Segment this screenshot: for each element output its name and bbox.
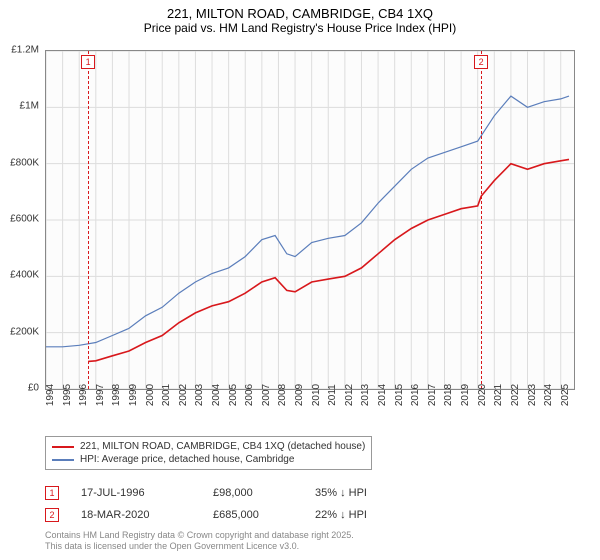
x-tick-label: 2014	[377, 384, 388, 406]
sale-marker: 1	[81, 55, 95, 69]
x-tick-label: 2004	[211, 384, 222, 406]
x-tick-label: 2012	[344, 384, 355, 406]
sale-price: £685,000	[213, 509, 293, 521]
x-tick-label: 2008	[277, 384, 288, 406]
x-tick-label: 2007	[261, 384, 272, 406]
plot-area: 12	[45, 50, 575, 390]
footer-attribution: Contains HM Land Registry data © Crown c…	[45, 530, 354, 552]
sale-vline	[481, 51, 482, 389]
chart-subtitle: Price paid vs. HM Land Registry's House …	[0, 21, 600, 35]
legend-box: 221, MILTON ROAD, CAMBRIDGE, CB4 1XQ (de…	[45, 436, 372, 470]
y-axis-labels: £0£200K£400K£600K£800K£1M£1.2M	[0, 50, 42, 390]
legend-swatch	[52, 446, 74, 448]
x-tick-label: 1994	[45, 384, 56, 406]
x-tick-label: 2022	[510, 384, 521, 406]
x-axis-labels: 1994199519961997199819992000200120022003…	[45, 392, 575, 442]
legend-label: 221, MILTON ROAD, CAMBRIDGE, CB4 1XQ (de…	[80, 441, 365, 452]
x-tick-label: 1996	[78, 384, 89, 406]
footer-line: Contains HM Land Registry data © Crown c…	[45, 530, 354, 541]
sale-marker-icon: 2	[45, 508, 59, 522]
x-tick-label: 1999	[128, 384, 139, 406]
y-tick-label: £400K	[10, 270, 39, 281]
x-tick-label: 2021	[493, 384, 504, 406]
y-tick-label: £200K	[10, 326, 39, 337]
x-tick-label: 2006	[244, 384, 255, 406]
title-block: 221, MILTON ROAD, CAMBRIDGE, CB4 1XQ Pri…	[0, 0, 600, 35]
x-tick-label: 2023	[527, 384, 538, 406]
footer-line: This data is licensed under the Open Gov…	[45, 541, 354, 552]
x-tick-label: 2013	[360, 384, 371, 406]
sale-date: 18-MAR-2020	[81, 509, 191, 521]
sales-table: 1 17-JUL-1996 £98,000 35% ↓ HPI 2 18-MAR…	[45, 482, 395, 526]
x-tick-label: 2015	[394, 384, 405, 406]
y-tick-label: £800K	[10, 157, 39, 168]
y-tick-label: £1.2M	[11, 45, 39, 56]
y-tick-label: £600K	[10, 214, 39, 225]
x-tick-label: 2009	[294, 384, 305, 406]
sale-diff: 35% ↓ HPI	[315, 487, 395, 499]
x-tick-label: 1995	[62, 384, 73, 406]
x-tick-label: 2001	[161, 384, 172, 406]
legend-item: HPI: Average price, detached house, Camb…	[52, 453, 365, 466]
sale-vline	[88, 51, 89, 389]
x-tick-label: 2018	[443, 384, 454, 406]
x-tick-label: 2020	[477, 384, 488, 406]
sale-diff: 22% ↓ HPI	[315, 509, 395, 521]
x-tick-label: 2000	[145, 384, 156, 406]
sale-date: 17-JUL-1996	[81, 487, 191, 499]
x-tick-label: 2010	[311, 384, 322, 406]
legend-item: 221, MILTON ROAD, CAMBRIDGE, CB4 1XQ (de…	[52, 440, 365, 453]
sale-row: 1 17-JUL-1996 £98,000 35% ↓ HPI	[45, 482, 395, 504]
sale-price: £98,000	[213, 487, 293, 499]
x-tick-label: 2011	[327, 384, 338, 406]
x-tick-label: 2019	[460, 384, 471, 406]
x-tick-label: 1997	[95, 384, 106, 406]
y-tick-label: £1M	[20, 101, 39, 112]
x-tick-label: 2016	[410, 384, 421, 406]
sale-marker-icon: 1	[45, 486, 59, 500]
x-tick-label: 1998	[111, 384, 122, 406]
chart-svg	[46, 51, 574, 389]
chart-container: 221, MILTON ROAD, CAMBRIDGE, CB4 1XQ Pri…	[0, 0, 600, 560]
sale-marker: 2	[474, 55, 488, 69]
x-tick-label: 2017	[427, 384, 438, 406]
sale-row: 2 18-MAR-2020 £685,000 22% ↓ HPI	[45, 504, 395, 526]
x-tick-label: 2005	[228, 384, 239, 406]
y-tick-label: £0	[28, 383, 39, 394]
legend-swatch	[52, 459, 74, 461]
chart-title: 221, MILTON ROAD, CAMBRIDGE, CB4 1XQ	[0, 6, 600, 21]
legend-label: HPI: Average price, detached house, Camb…	[80, 454, 294, 465]
x-tick-label: 2024	[543, 384, 554, 406]
x-tick-label: 2025	[560, 384, 571, 406]
x-tick-label: 2002	[178, 384, 189, 406]
x-tick-label: 2003	[194, 384, 205, 406]
